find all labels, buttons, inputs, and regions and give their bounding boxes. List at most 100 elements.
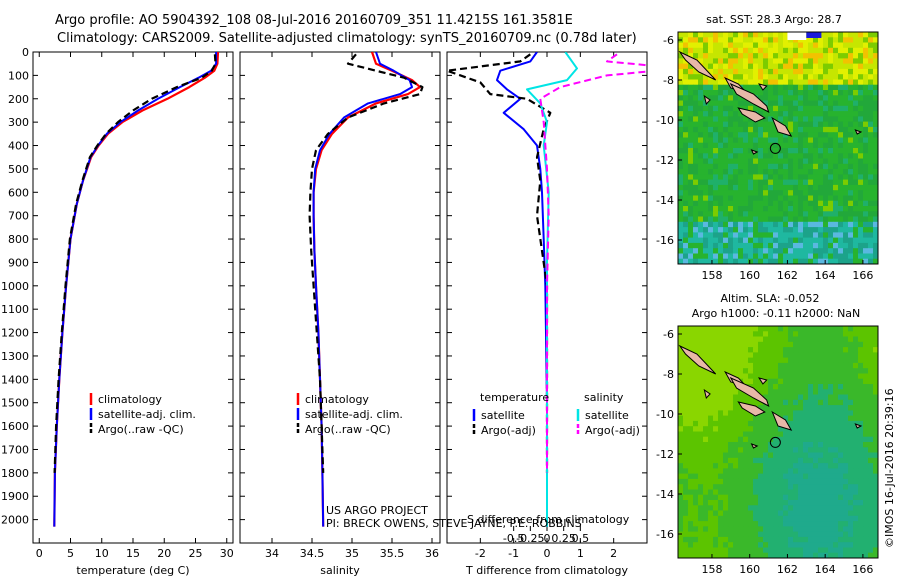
field-cell [678,484,684,490]
field-cell [838,211,844,217]
field-cell [728,457,734,464]
field-cell [713,111,719,117]
field-cell [718,473,724,480]
field-cell [813,473,819,480]
field-cell [808,426,814,432]
field-cell [733,331,739,337]
field-cell [703,415,709,422]
field-cell [713,63,719,70]
field-cell [868,347,874,353]
field-cell [753,521,759,527]
field-cell [773,74,779,80]
field-cell [753,489,759,496]
field-cell [863,521,869,527]
field-cell [693,116,699,123]
field-cell [738,174,744,181]
field-cell [803,399,809,406]
field-cell [843,206,849,212]
field-cell [683,253,689,260]
field-cell [728,184,734,191]
field-cell [833,384,839,390]
field-cell [873,326,879,332]
field-cell [723,184,729,191]
field-cell [678,163,684,170]
field-cell [738,389,744,395]
field-cell [788,148,794,154]
field-cell [738,132,744,138]
field-cell [828,200,834,207]
field-cell [778,200,784,207]
field-cell [818,494,824,501]
field-cell [693,473,699,480]
field-cell [848,63,854,70]
field-cell [733,510,739,517]
field-cell [763,53,769,59]
field-cell [823,457,829,464]
field-cell [798,148,804,154]
field-cell [808,420,814,427]
field-cell [873,195,879,202]
island [771,116,793,137]
field-cell [718,468,724,475]
difference-panel: -2 -1 0 1 2T difference from climatology-0.5… [446,51,648,577]
field-cell [713,547,719,554]
field-cell [823,505,829,511]
field-cell [763,521,769,527]
field-cell [793,179,799,186]
field-cell [828,142,834,149]
field-cell [758,158,764,165]
field-cell [813,542,819,548]
field-cell [788,179,794,186]
field-cell [738,341,744,348]
field-cell [768,195,774,202]
field-cell [733,137,739,144]
field-cell [868,447,874,453]
field-cell [718,526,724,533]
field-cell [693,148,699,154]
field-cell [843,174,849,181]
field-cell [793,221,799,228]
field-cell [783,163,789,170]
y-tick-label: -16 [656,234,674,247]
field-cell [783,132,789,138]
field-cell [818,216,824,223]
field-cell [778,378,784,385]
field-cell [848,163,854,170]
field-cell [743,526,749,533]
field-cell [733,489,739,496]
field-cell [788,410,794,417]
field-cell [683,163,689,170]
field-cell [753,68,759,75]
field-cell [823,153,829,159]
field-cell [873,484,879,490]
field-cell [763,531,769,538]
field-cell [793,242,799,249]
field-cell [733,63,739,70]
field-cell [803,253,809,260]
field-cell [823,489,829,496]
field-cell [873,63,879,70]
field-cell [728,63,734,70]
field-cell [848,132,854,138]
field-cell [838,142,844,149]
field-cell [823,132,829,138]
field-cell [768,90,774,96]
legend-label: Argo(-adj) [585,424,640,437]
field-cell [718,415,724,422]
x2-tick-label: -0.5 [503,532,524,545]
field-cell [838,148,844,154]
field-cell [793,116,799,123]
field-cell [733,515,739,522]
field-cell [798,489,804,496]
field-cell [713,521,719,527]
field-cell [758,227,764,233]
field-cell [743,58,749,65]
field-cell [743,436,749,443]
field-cell [788,510,794,517]
field-cell [848,494,854,501]
field-cell [748,163,754,170]
field-cell [768,179,774,186]
field-cell [683,410,689,417]
field-cell [828,221,834,228]
field-cell [703,410,709,417]
